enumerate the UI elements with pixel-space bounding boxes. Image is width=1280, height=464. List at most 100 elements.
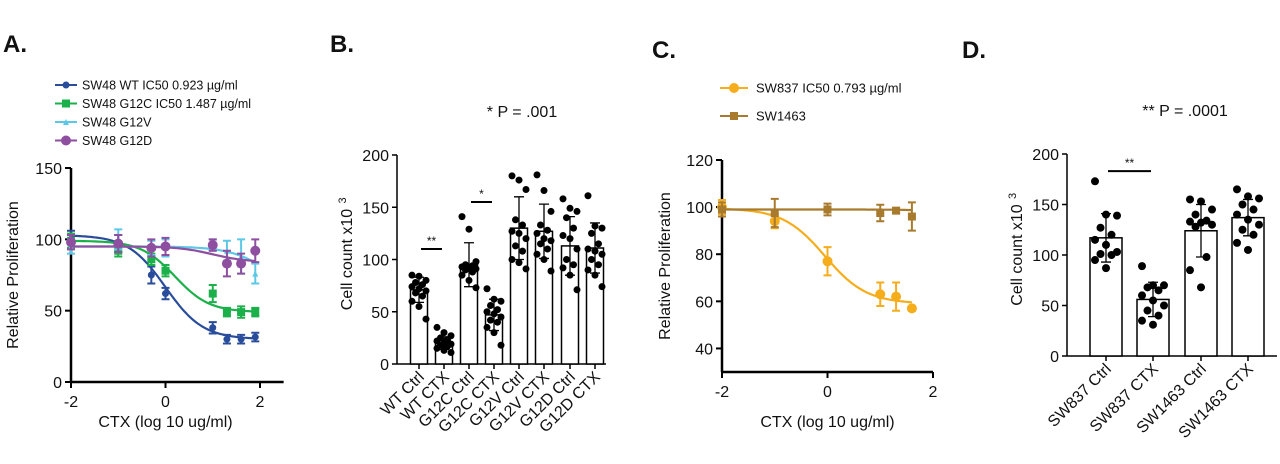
data-point (1197, 218, 1205, 227)
x-tick-label: 0 (823, 384, 832, 401)
bar-group (1089, 177, 1123, 361)
data-point (1143, 306, 1152, 315)
data-point (223, 335, 231, 343)
data-point (208, 289, 217, 298)
y-tick-label: 100 (686, 200, 713, 217)
data-point (1244, 215, 1252, 224)
data-point (497, 313, 505, 321)
data-point (1102, 264, 1110, 273)
data-point (559, 195, 567, 203)
data-point (547, 207, 555, 215)
bar-group (1184, 195, 1218, 361)
data-point (1233, 210, 1241, 219)
data-point (162, 290, 169, 298)
data-point (408, 283, 416, 291)
data-point (892, 206, 901, 215)
y-axis-label: Relative Proliferation (5, 201, 22, 349)
bar-group (483, 285, 505, 369)
y-tick-label: 150 (362, 200, 389, 217)
bar-group (1231, 185, 1265, 361)
data-point (718, 205, 726, 214)
data-point (570, 224, 577, 232)
data-point (573, 207, 581, 215)
data-point (588, 256, 595, 263)
data-point (508, 172, 516, 180)
data-point (573, 245, 581, 253)
data-point (1208, 205, 1216, 214)
data-point (483, 323, 491, 331)
series-1 (718, 197, 916, 232)
data-point (490, 329, 498, 337)
bar-group (1136, 262, 1170, 361)
data-point (598, 283, 606, 291)
data-point (1154, 286, 1163, 295)
data-point (559, 231, 567, 239)
data-point (537, 221, 544, 229)
data-point (515, 229, 523, 237)
series-3 (66, 234, 261, 278)
data-point (598, 250, 606, 258)
data-point (891, 291, 902, 302)
data-point (207, 240, 218, 251)
data-point (519, 221, 526, 229)
data-point (1096, 249, 1105, 258)
data-point (906, 303, 917, 314)
y-tick-label: 100 (362, 253, 389, 270)
data-point (1149, 296, 1157, 305)
x-tick-label: 0 (161, 394, 170, 411)
legend-marker (61, 135, 71, 146)
y-axis-label: Cell count x10 (1009, 204, 1026, 305)
data-point (1238, 200, 1247, 209)
data-point (591, 247, 599, 255)
data-point (147, 271, 155, 279)
data-point (250, 245, 261, 256)
data-point (209, 324, 217, 332)
data-point (483, 308, 491, 316)
y-tick-label: 40 (695, 341, 713, 358)
data-point (458, 213, 466, 221)
data-point (458, 271, 466, 279)
x-tick-label: 2 (929, 384, 938, 401)
data-point (483, 285, 491, 293)
data-point (876, 209, 885, 217)
data-point (237, 335, 245, 343)
legend-item (55, 119, 77, 125)
p-value-note: * P = .001 (487, 104, 558, 121)
data-point (584, 192, 592, 200)
legend-label: SW1463 (756, 109, 806, 124)
bar-group (508, 172, 530, 369)
data-point (512, 216, 519, 224)
bar-group (533, 171, 555, 369)
series-1 (67, 232, 260, 319)
y-axis-label: Cell count x10 (339, 209, 356, 310)
data-point (566, 235, 574, 243)
data-point (515, 259, 523, 267)
y-tick-label: 0 (380, 357, 389, 374)
significance-label: * (479, 187, 484, 201)
data-point (1160, 281, 1168, 290)
data-point (1091, 177, 1099, 186)
data-point (1197, 197, 1205, 206)
panel-label: B. (330, 31, 354, 58)
legend-item (55, 135, 77, 146)
data-point (540, 235, 548, 243)
data-point (508, 227, 516, 235)
y-tick-label: 0 (1050, 349, 1059, 366)
data-point (422, 287, 430, 295)
data-point (66, 237, 76, 248)
data-point (412, 289, 419, 297)
data-point (584, 245, 592, 253)
data-point (419, 292, 426, 300)
data-point (508, 256, 516, 263)
data-point (595, 240, 602, 248)
data-point (1107, 251, 1116, 259)
y-tick-label: 120 (686, 153, 713, 170)
data-point (1113, 211, 1121, 220)
data-point (113, 238, 124, 249)
data-point (1154, 311, 1163, 320)
data-point (1202, 253, 1211, 262)
series-0 (717, 199, 917, 314)
data-point (408, 297, 416, 305)
data-point (1249, 230, 1258, 239)
data-point (522, 265, 530, 273)
